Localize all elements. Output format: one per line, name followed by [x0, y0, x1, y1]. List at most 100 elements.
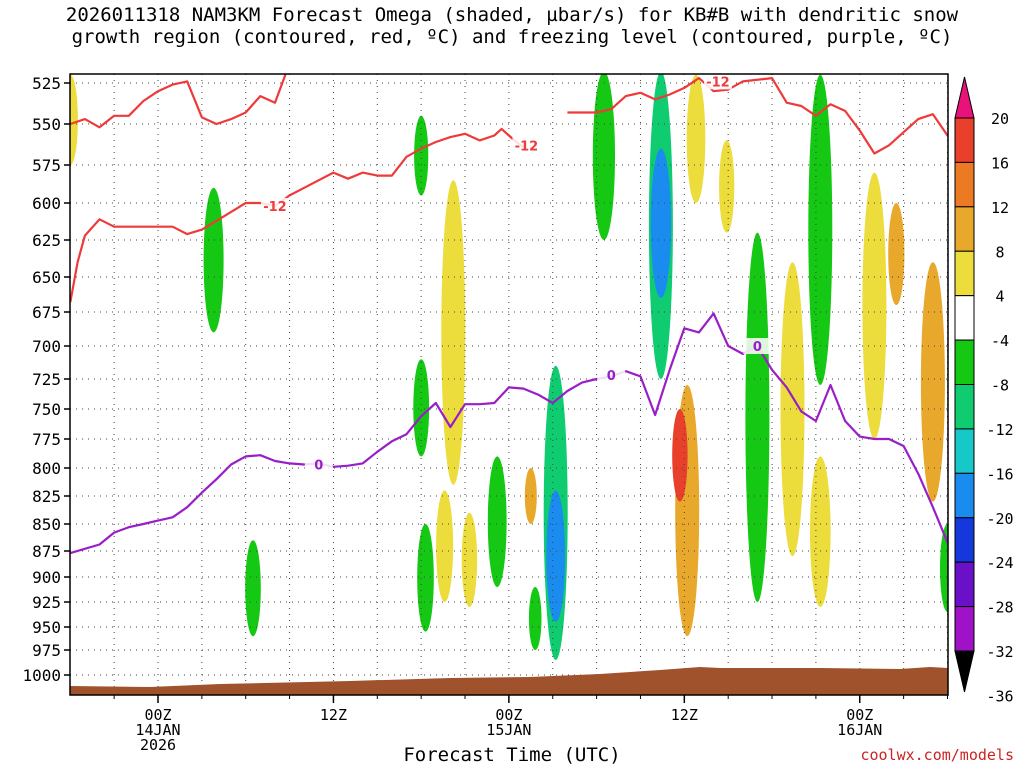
- omega-feature-22: [780, 262, 805, 557]
- chart-title-line2: growth region (contoured, red, ºC) and f…: [71, 26, 953, 48]
- colorbar-label-11: -28: [986, 599, 1013, 617]
- y-tick-label-650: 650: [32, 268, 61, 287]
- colorbar-label-8: -16: [986, 465, 1013, 483]
- omega-feature-1: [203, 187, 224, 333]
- y-tick-label-950: 950: [32, 618, 61, 637]
- colorbar-label-9: -20: [986, 510, 1013, 528]
- y-tick-label-825: 825: [32, 487, 61, 506]
- x-tick-label-0-1: 14JAN: [135, 721, 180, 739]
- omega-feature-25: [862, 172, 887, 440]
- y-tick-label-750: 750: [32, 400, 61, 419]
- x-axis-label: Forecast Time (UTC): [403, 744, 621, 766]
- credit-text: coolwx.com/models: [860, 746, 1014, 764]
- terrain: [70, 667, 948, 695]
- colorbar-box-2: [954, 206, 975, 252]
- colorbar-top-arrow: [954, 76, 975, 119]
- omega-shading: [70, 74, 948, 660]
- x-tick-label-1-0: 12Z: [320, 706, 347, 724]
- colorbar-box-1: [954, 161, 975, 208]
- colorbar-bottom-arrow: [954, 650, 975, 693]
- y-tick-label-800: 800: [32, 459, 61, 478]
- contour-3: [70, 312, 948, 555]
- omega-feature-5: [441, 180, 466, 485]
- contour-label-4: 0: [607, 369, 616, 384]
- colorbar-label-0: 20: [991, 110, 1009, 128]
- omega-feature-4: [413, 359, 430, 457]
- x-tick-label-3-0: 12Z: [671, 706, 698, 724]
- colorbar-label-1: 16: [991, 154, 1009, 172]
- y-tick-label-875: 875: [32, 542, 61, 561]
- y-tick-label-600: 600: [32, 194, 61, 213]
- colorbar-box-4: [954, 295, 975, 341]
- omega-feature-13: [528, 587, 542, 650]
- omega-feature-16: [650, 148, 672, 298]
- colorbar-box-10: [954, 561, 975, 608]
- y-tick-label-900: 900: [32, 568, 61, 587]
- x-tick-label-4-1: 16JAN: [837, 721, 882, 739]
- colorbar-box-5: [954, 339, 975, 386]
- contour-label-0: -12: [263, 200, 287, 215]
- omega-feature-27: [920, 262, 945, 502]
- colorbar-box-6: [954, 384, 975, 430]
- y-tick-label-775: 775: [32, 430, 61, 449]
- isotherm-contours: -12 -12 -12 0 0 0: [70, 74, 948, 555]
- x-tick-label-2-1: 15JAN: [486, 721, 531, 739]
- omega-feature-3: [414, 115, 429, 196]
- omega-feature-26: [888, 203, 905, 305]
- omega-feature-30: [940, 524, 948, 612]
- omega-feature-2: [245, 540, 261, 637]
- colorbar-box-7: [954, 428, 975, 474]
- omega-feature-14: [592, 74, 615, 240]
- x-tick-label-4-0: 00Z: [846, 706, 873, 724]
- omega-feature-9: [524, 468, 537, 524]
- omega-feature-23: [808, 74, 833, 385]
- contour-label-3: 0: [314, 459, 323, 474]
- colorbar-label-12: -32: [986, 643, 1013, 661]
- grid-lines: [70, 74, 948, 695]
- omega-feature-10: [461, 512, 478, 608]
- omega-feature-8: [487, 456, 507, 587]
- colorbar-box-0: [954, 117, 975, 163]
- x-tick-label-0-0: 00Z: [144, 706, 171, 724]
- y-tick-label-1000: 1000: [22, 666, 61, 685]
- terrain-fill: [70, 667, 948, 695]
- colorbar-label-7: -12: [986, 421, 1013, 439]
- colorbar-label-3: 8: [995, 243, 1004, 261]
- y-tick-label-725: 725: [32, 370, 61, 389]
- y-tick-label-525: 525: [32, 74, 61, 93]
- colorbar-label-13: -36: [986, 687, 1013, 705]
- omega-feature-6: [417, 524, 434, 632]
- colorbar-box-8: [954, 472, 975, 519]
- y-tick-label-850: 850: [32, 515, 61, 534]
- x-tick-label-0-2: 2026: [140, 736, 176, 754]
- colorbar-label-4: 4: [995, 288, 1004, 306]
- contour-label-5: 0: [753, 340, 762, 355]
- chart-title-line1: 2026011318 NAM3KM Forecast Omega (shaded…: [65, 4, 959, 26]
- y-tick-label-675: 675: [32, 303, 61, 322]
- x-tick-label-2-0: 00Z: [495, 706, 522, 724]
- omega-feature-17: [686, 74, 706, 204]
- contour-label-2: -12: [706, 75, 730, 90]
- colorbar-label-5: -4: [991, 332, 1009, 350]
- omega-feature-19: [672, 409, 688, 502]
- colorbar-label-10: -24: [986, 554, 1013, 572]
- y-tick-label-700: 700: [32, 337, 61, 356]
- colorbar-box-9: [954, 517, 975, 563]
- contour-0: [70, 127, 525, 303]
- colorbar-label-2: 12: [991, 199, 1009, 217]
- axes: 525 550 575 600 625 650 675 700 725 750 775 800 825 8…: [22, 73, 949, 754]
- omega-feature-7: [436, 490, 454, 602]
- colorbar-box-3: [954, 250, 975, 297]
- y-tick-label-550: 550: [32, 115, 61, 134]
- colorbar-box-11: [954, 606, 975, 652]
- omega-colorbar: 20 16 12 8 4 -4 -8 -12 -16 -20 -24 -28 -32 -36: [954, 76, 1014, 705]
- colorbar-label-6: -8: [991, 377, 1009, 395]
- contour-1: [70, 74, 287, 129]
- omega-feature-12: [546, 490, 566, 622]
- omega-feature-20: [719, 140, 735, 233]
- y-tick-label-575: 575: [32, 156, 61, 175]
- y-tick-label-625: 625: [32, 231, 61, 250]
- contour-2: [567, 76, 948, 155]
- y-tick-label-975: 975: [32, 641, 61, 660]
